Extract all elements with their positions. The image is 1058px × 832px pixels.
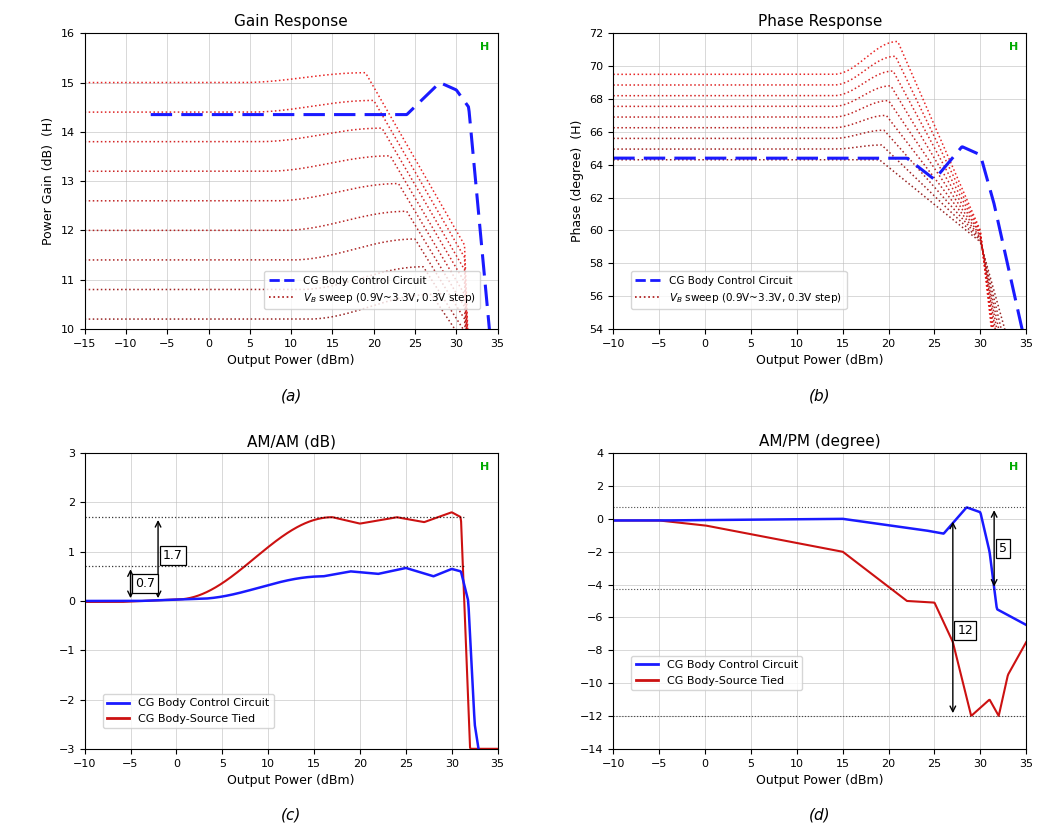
Text: H: H (1008, 462, 1018, 472)
Legend: CG Body Control Circuit, CG Body-Source Tied: CG Body Control Circuit, CG Body-Source … (103, 694, 274, 729)
Title: AM/PM (degree): AM/PM (degree) (759, 434, 880, 449)
X-axis label: Output Power (dBm): Output Power (dBm) (756, 354, 883, 367)
Text: 0.7: 0.7 (135, 577, 156, 590)
Text: 12: 12 (957, 624, 973, 636)
Legend: CG Body Control Circuit, $V_B$ sweep (0.9V~3.3V, 0.3V step): CG Body Control Circuit, $V_B$ sweep (0.… (264, 271, 480, 309)
Title: AM/AM (dB): AM/AM (dB) (247, 434, 335, 449)
Text: H: H (480, 42, 490, 52)
Title: Gain Response: Gain Response (234, 14, 348, 29)
Legend: CG Body Control Circuit, $V_B$ sweep (0.9V~3.3V, 0.3V step): CG Body Control Circuit, $V_B$ sweep (0.… (631, 271, 846, 309)
Text: (d): (d) (809, 808, 831, 823)
Text: 1.7: 1.7 (163, 549, 183, 562)
Title: Phase Response: Phase Response (758, 14, 882, 29)
X-axis label: Output Power (dBm): Output Power (dBm) (756, 774, 883, 787)
Text: 5: 5 (999, 542, 1007, 555)
Y-axis label: Phase (degree)  (H): Phase (degree) (H) (570, 120, 584, 242)
X-axis label: Output Power (dBm): Output Power (dBm) (227, 774, 354, 787)
Text: (a): (a) (280, 388, 302, 403)
Text: (c): (c) (281, 808, 302, 823)
Y-axis label: Power Gain (dB)  (H): Power Gain (dB) (H) (42, 117, 55, 245)
Legend: CG Body Control Circuit, CG Body-Source Tied: CG Body Control Circuit, CG Body-Source … (632, 656, 802, 690)
X-axis label: Output Power (dBm): Output Power (dBm) (227, 354, 354, 367)
Text: H: H (480, 462, 490, 472)
Text: H: H (1008, 42, 1018, 52)
Text: (b): (b) (809, 388, 831, 403)
